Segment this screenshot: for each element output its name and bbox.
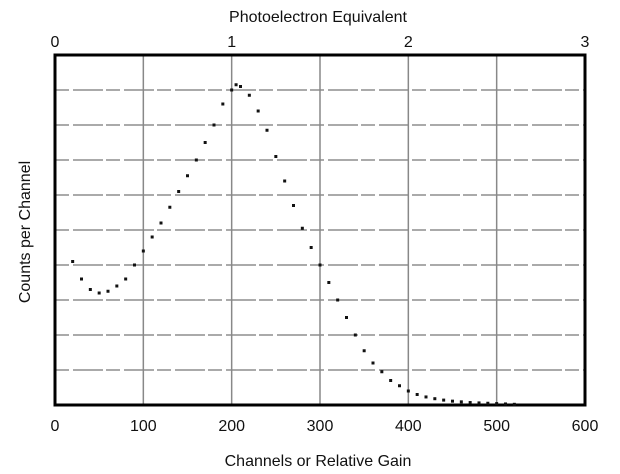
- point: [194, 158, 198, 162]
- point: [451, 399, 454, 403]
- chart-title: Photoelectron Equivalent: [229, 9, 407, 26]
- plot-frame: [53, 53, 587, 407]
- point: [415, 393, 419, 396]
- point: [256, 109, 260, 113]
- point: [80, 277, 83, 281]
- point: [495, 402, 499, 406]
- point: [150, 235, 154, 239]
- point: [106, 289, 110, 293]
- x2-tick-label: 0: [51, 34, 60, 51]
- point: [239, 85, 242, 88]
- point: [71, 260, 75, 263]
- x-tick-label: 0: [51, 418, 60, 435]
- point: [504, 402, 507, 406]
- point: [274, 155, 278, 158]
- point: [406, 389, 410, 393]
- x-tick-label: 200: [218, 418, 245, 435]
- point: [141, 249, 145, 253]
- x2-tick-label: 3: [581, 34, 590, 51]
- point: [247, 93, 251, 97]
- point: [327, 281, 331, 284]
- point: [221, 102, 225, 106]
- point: [168, 205, 172, 209]
- point: [398, 384, 401, 388]
- point: [389, 379, 393, 382]
- x-tick-label: 300: [307, 418, 334, 435]
- point: [177, 190, 181, 193]
- point: [380, 370, 384, 374]
- point: [230, 88, 234, 92]
- point: [265, 128, 269, 132]
- y-axis-label: Counts per Channel: [17, 161, 34, 303]
- point: [468, 401, 472, 405]
- point: [203, 141, 207, 144]
- point: [424, 395, 428, 399]
- x-axis-label: Channels or Relative Gain: [225, 453, 412, 470]
- x-tick-label: 400: [395, 418, 422, 435]
- x2-tick-label: 1: [227, 34, 236, 51]
- point: [442, 398, 446, 402]
- point: [97, 291, 101, 295]
- point: [159, 221, 163, 225]
- point: [212, 123, 216, 127]
- point: [115, 284, 119, 288]
- point: [512, 402, 516, 406]
- point: [362, 349, 366, 353]
- point: [477, 401, 481, 405]
- x-tick-label: 600: [572, 418, 599, 435]
- point: [292, 204, 295, 207]
- x-tick-label: 100: [130, 418, 157, 435]
- point: [300, 226, 304, 230]
- point: [433, 397, 437, 401]
- point: [88, 288, 92, 291]
- point: [309, 246, 313, 249]
- point: [371, 361, 375, 365]
- point: [345, 316, 348, 319]
- point: [336, 298, 340, 302]
- point: [486, 401, 490, 405]
- point: [186, 174, 189, 178]
- point: [459, 400, 463, 404]
- point: [124, 277, 128, 281]
- point: [283, 179, 287, 183]
- point: [353, 333, 357, 337]
- x-tick-label: 500: [483, 418, 510, 435]
- point: [234, 83, 238, 87]
- point: [133, 263, 136, 267]
- point: [318, 263, 322, 267]
- x2-tick-label: 2: [404, 34, 413, 51]
